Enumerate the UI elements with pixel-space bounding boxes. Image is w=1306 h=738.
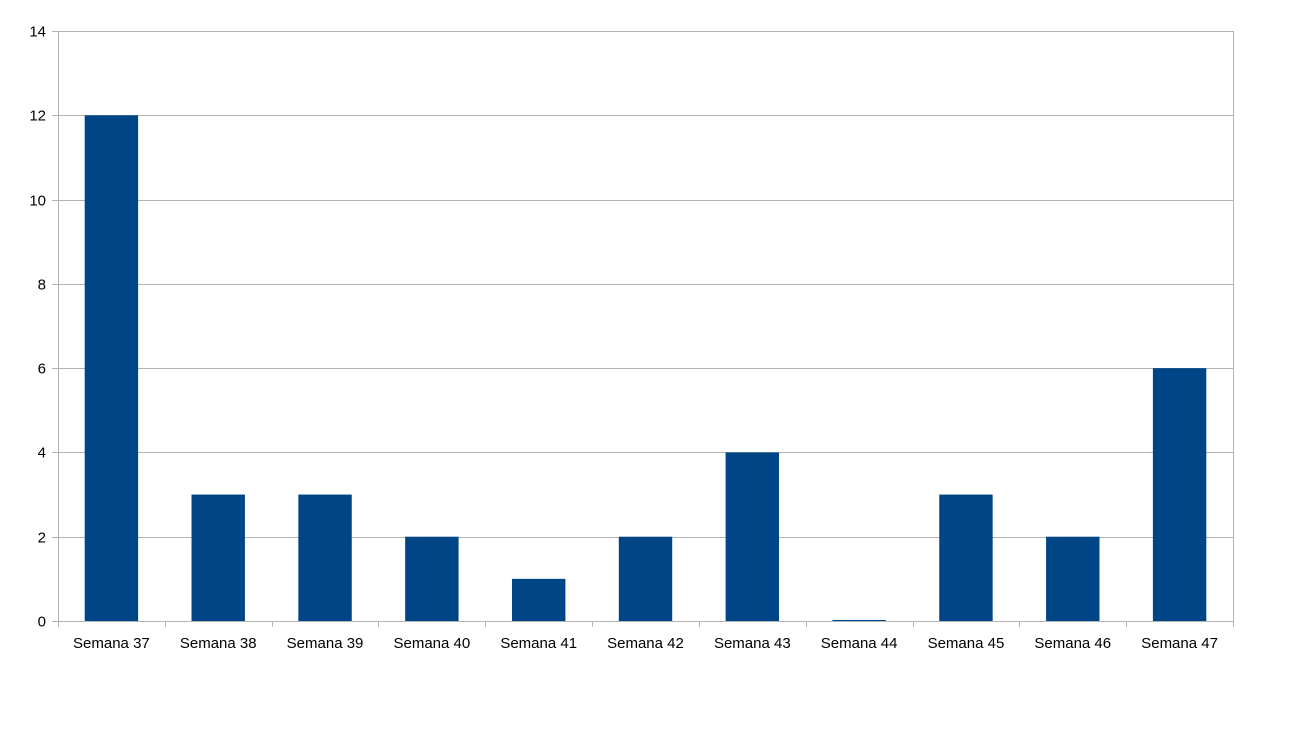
x-tick-label: Semana 47: [1141, 635, 1218, 652]
x-tick-labels: Semana 37 Semana 38 Semana 39 Semana 40 Sema…: [73, 635, 1218, 652]
bar-semana-40: [405, 536, 459, 621]
bars: [84, 115, 1207, 621]
x-tick-label: Semana 40: [393, 635, 470, 652]
y-tick-label: 12: [29, 108, 46, 125]
x-tick-label: Semana 42: [607, 635, 684, 652]
x-tick-label: Semana 45: [928, 635, 1005, 652]
y-tick-label: 14: [29, 24, 46, 41]
x-tick-label: Semana 41: [500, 635, 577, 652]
x-tick-label: Semana 43: [714, 635, 791, 652]
y-tick-labels: 0 2 4 6 8 10 12 14: [29, 24, 46, 631]
bar-semana-37: [84, 115, 139, 621]
x-tick-label: Semana 46: [1034, 635, 1111, 652]
y-tick-label: 0: [38, 614, 46, 631]
bar-semana-39: [298, 494, 352, 621]
bar-semana-38: [191, 494, 245, 621]
y-tick-label: 6: [38, 361, 46, 378]
x-tick-label: Semana 44: [821, 635, 898, 652]
x-tick-label: Semana 38: [180, 635, 257, 652]
y-tick-label: 2: [38, 530, 46, 547]
bar-semana-46: [1046, 536, 1100, 621]
y-tick-label: 10: [29, 193, 46, 210]
gridlines: [58, 31, 1234, 621]
bar-semana-42: [618, 536, 673, 621]
bar-semana-45: [939, 494, 993, 621]
y-tick-label: 8: [38, 277, 46, 294]
axes: [52, 31, 1234, 627]
bar-semana-44: [832, 620, 886, 621]
bar-semana-47: [1152, 368, 1207, 621]
bar-semana-43: [725, 452, 780, 621]
x-tick-label: Semana 37: [73, 635, 150, 652]
y-tick-label: 4: [38, 445, 46, 462]
bar-semana-41: [511, 578, 566, 621]
x-tick-label: Semana 39: [287, 635, 364, 652]
